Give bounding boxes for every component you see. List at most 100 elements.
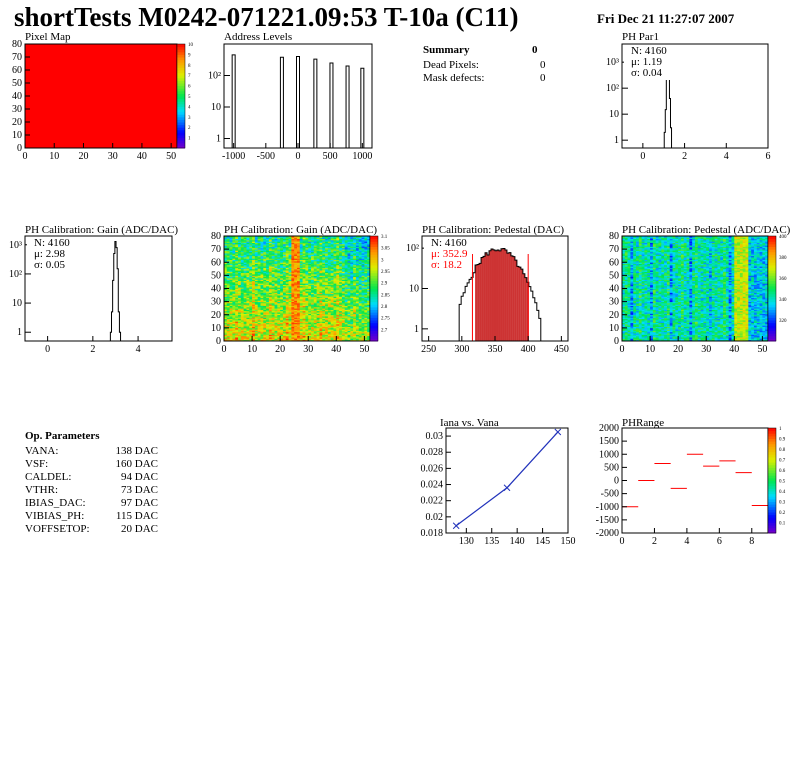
heatmap-cell xyxy=(243,338,247,341)
heatmap-cell xyxy=(627,237,631,240)
heatmap-cell xyxy=(355,318,360,321)
heatmap-cell xyxy=(633,295,637,297)
heatmap-cell xyxy=(285,270,289,272)
heatmap-cell xyxy=(325,242,329,245)
heatmap-cell xyxy=(268,247,273,250)
heatmap-cell xyxy=(249,260,253,263)
heatmap-cell xyxy=(224,272,228,275)
heatmap-cell xyxy=(333,288,337,291)
heatmap-cell xyxy=(288,245,292,247)
heatmap-cell xyxy=(299,262,304,264)
y-tick-label: 10 xyxy=(12,298,22,309)
heatmap-cell xyxy=(622,309,626,312)
heatmap-cell xyxy=(280,296,284,299)
heatmap-cell xyxy=(319,275,323,278)
heatmap-cell xyxy=(235,266,239,268)
heatmap-cell xyxy=(235,279,239,282)
heatmap-cell xyxy=(268,321,273,324)
heatmap-cell xyxy=(319,334,323,337)
heatmap-cell xyxy=(327,308,332,310)
heatmap-cell xyxy=(291,335,295,338)
heatmap-cell xyxy=(254,321,259,324)
heatmap-cell xyxy=(638,313,643,316)
colorbar-label: 3 xyxy=(188,116,191,121)
heatmap-cell xyxy=(282,310,287,313)
heatmap-cell xyxy=(364,270,368,272)
heatmap-cell xyxy=(260,318,264,321)
heatmap-cell xyxy=(322,267,326,270)
heatmap-cell xyxy=(254,245,259,247)
heatmap-cell xyxy=(274,314,278,317)
heatmap-cell xyxy=(339,267,343,270)
colorbar-cell xyxy=(370,275,378,279)
heatmap-cell xyxy=(313,260,318,263)
heatmap-cell xyxy=(308,297,312,300)
heatmap-cell xyxy=(226,257,231,259)
heatmap-cell xyxy=(305,259,309,262)
heatmap-cell xyxy=(630,246,634,249)
heatmap-cell xyxy=(636,274,640,276)
heatmap-cell xyxy=(636,263,640,266)
heatmap-cell xyxy=(232,316,236,318)
heatmap-cell xyxy=(249,246,253,249)
heatmap-cell xyxy=(302,327,306,330)
heatmap-cell xyxy=(313,295,318,297)
heatmap-cell xyxy=(274,279,278,282)
heatmap-cell xyxy=(367,318,371,321)
heatmap-cell xyxy=(226,316,231,318)
heatmap-cell xyxy=(285,285,289,288)
heatmap-cell xyxy=(229,338,233,341)
heatmap-cell xyxy=(636,268,640,271)
heatmap-cell xyxy=(257,313,261,316)
heatmap-cell xyxy=(224,317,228,320)
colorbar-cell xyxy=(177,132,185,136)
heatmap-cell xyxy=(302,316,306,318)
heatmap-cell xyxy=(305,323,309,326)
heatmap-cell xyxy=(350,255,354,258)
heatmap-cell xyxy=(305,292,309,295)
heatmap-cell xyxy=(358,302,362,305)
heatmap-cell xyxy=(353,292,357,295)
heatmap-cell xyxy=(344,258,348,261)
heatmap-cell xyxy=(229,297,233,300)
colorbar-label: 2 xyxy=(188,126,191,131)
heatmap-cell xyxy=(263,283,267,285)
heatmap-cell xyxy=(246,296,250,299)
heatmap-cell xyxy=(630,323,634,326)
heatmap-cell xyxy=(271,255,275,258)
heatmap-cell xyxy=(302,287,306,289)
heatmap-cell xyxy=(282,264,287,267)
heatmap-cell xyxy=(638,297,643,300)
heatmap-cell xyxy=(339,326,343,329)
heatmap-cell xyxy=(311,313,315,316)
heatmap-cell xyxy=(268,245,273,247)
heatmap-cell xyxy=(333,304,337,306)
heatmap-cell xyxy=(344,299,348,301)
heatmap-cell xyxy=(297,250,301,253)
heatmap-cell xyxy=(344,245,348,247)
heatmap-cell xyxy=(638,314,643,317)
heatmap-cell xyxy=(355,238,360,241)
heatmap-cell xyxy=(271,295,275,297)
x-tick-label: 0 xyxy=(296,151,301,162)
heatmap-cell xyxy=(347,255,351,258)
heatmap-cell xyxy=(311,323,315,326)
heatmap-cell xyxy=(305,276,309,279)
heatmap-cell xyxy=(263,272,267,275)
heatmap-cell xyxy=(288,334,292,337)
heatmap-cell xyxy=(319,329,323,331)
heatmap-cell xyxy=(319,242,323,245)
heatmap-cell xyxy=(282,246,287,249)
heatmap-cell xyxy=(229,267,233,270)
heatmap-cell xyxy=(339,338,343,341)
heatmap-cell xyxy=(232,279,236,282)
heatmap-cell xyxy=(624,335,629,338)
heatmap-cell xyxy=(243,312,247,314)
heatmap-cell xyxy=(633,304,637,306)
heatmap-cell xyxy=(367,260,371,263)
heatmap-cell xyxy=(325,238,329,241)
heatmap-cell xyxy=(274,312,278,314)
heatmap-cell xyxy=(252,278,256,280)
heatmap-cell xyxy=(254,310,259,313)
heatmap-cell xyxy=(361,308,365,310)
